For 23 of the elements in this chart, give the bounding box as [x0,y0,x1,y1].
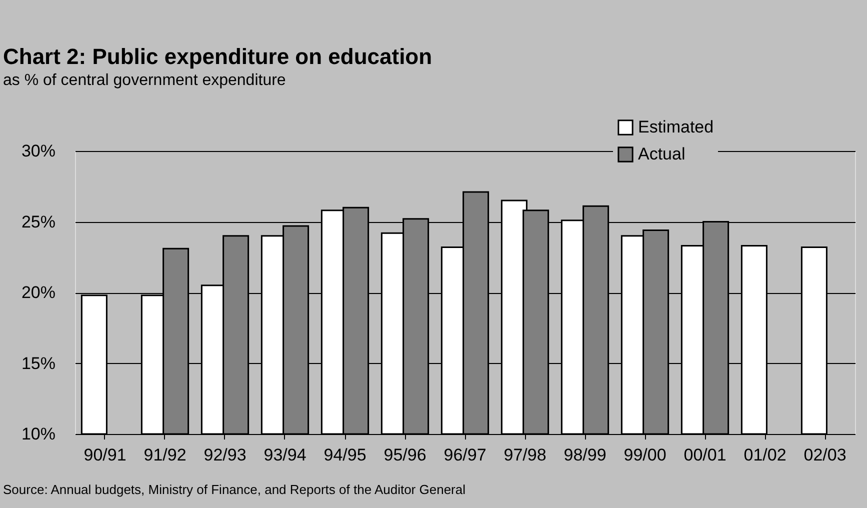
x-tick-label: 91/92 [144,446,186,464]
x-tick-label: 02/03 [804,446,846,464]
x-tick-label: 00/01 [684,446,726,464]
x-tick-label: 95/96 [384,446,426,464]
y-tick-label: 25% [21,212,56,232]
x-tick-label: 92/93 [204,446,246,464]
y-tick-label: 20% [21,283,56,302]
x-tick-label: 90/91 [84,446,126,464]
y-tick-label: 30% [21,142,56,160]
y-tick-label: 15% [21,354,56,373]
x-tick-label: 01/02 [744,446,786,464]
x-tick-label: 94/95 [324,446,366,464]
chart-title: Chart 2: Public expenditure on education [3,44,432,69]
x-tick-label: 93/94 [264,446,306,464]
y-tick-label: 10% [21,424,56,444]
chart-subtitle: as % of central government expenditure [3,72,286,89]
x-tick-label: 97/98 [504,446,546,464]
legend-label: Actual [638,144,686,164]
legend-label: Estimated [638,118,714,136]
x-tick-label: 98/99 [564,446,606,464]
x-tick-label: 96/97 [444,446,486,464]
x-tick-label: 99/00 [624,446,666,464]
source-note: Source: Annual budgets, Ministry of Finance, and Reports of the Auditor General [3,482,466,497]
